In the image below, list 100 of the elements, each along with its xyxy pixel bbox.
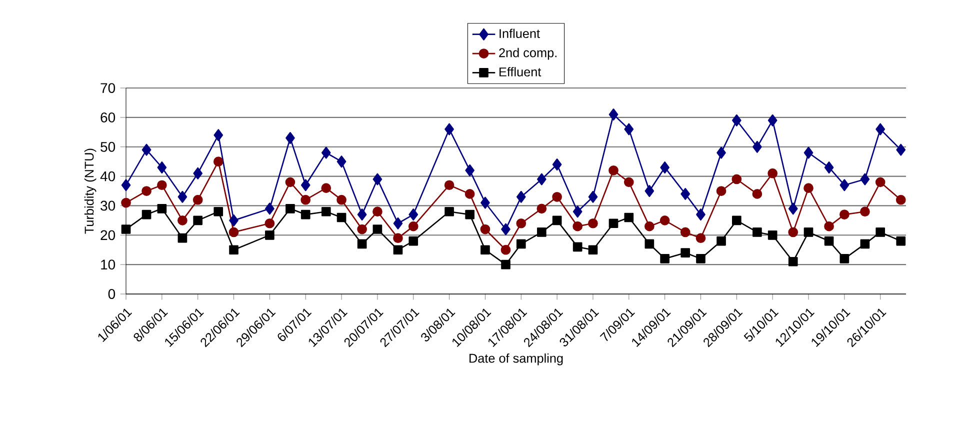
point [321,146,331,159]
point [193,216,203,226]
point [408,208,418,221]
y-axis-title: Turbidity (NTU) [84,148,96,234]
point [393,233,403,244]
point [372,173,382,186]
point [229,214,238,226]
point [696,208,706,221]
point [552,216,562,226]
point [178,215,188,226]
point [716,186,726,196]
point [300,210,310,220]
point [876,123,886,136]
point [680,188,690,200]
point [608,218,618,228]
point [192,194,203,205]
point [588,218,598,228]
y-tick-label: 10 [101,260,116,270]
point [142,144,152,156]
point [804,183,814,193]
point [357,239,367,249]
point [840,254,850,264]
point [752,140,762,153]
point [213,156,224,167]
point [824,221,834,232]
point [444,206,454,216]
point [336,212,346,222]
point [696,254,706,264]
point [876,228,886,237]
point [393,245,403,255]
point [480,224,490,234]
point [732,174,742,184]
point [393,217,403,230]
point [824,236,834,246]
legend-label: Influent [500,28,540,38]
point [896,194,906,205]
point [142,210,152,220]
point [372,206,382,217]
point [608,165,618,176]
legend-label: 2nd comp. [499,48,556,60]
x-axis-title: Date of sampling [470,353,563,366]
point [608,108,618,120]
point [286,204,295,214]
point [464,189,475,199]
point [875,177,886,188]
point [465,210,474,220]
point [824,161,834,174]
point [264,218,275,228]
point [516,190,526,203]
point [193,167,203,180]
point [444,123,454,136]
point [860,206,870,217]
point [536,173,546,186]
point [408,221,418,232]
point [644,239,654,249]
point [536,204,547,214]
point [680,227,690,238]
point [552,192,562,202]
point [465,164,474,176]
point [286,132,295,144]
point [752,189,762,199]
point [321,206,331,216]
point [357,208,367,221]
point [644,221,654,232]
point [896,236,906,246]
point [501,260,510,270]
point [300,194,311,205]
point [572,221,583,232]
point [121,179,131,192]
point [896,144,906,156]
point [228,227,239,238]
legend-label: Effluent [500,67,542,76]
point [624,123,634,136]
point [357,224,367,234]
point [804,146,814,159]
point [336,194,346,205]
point [752,228,762,237]
point [121,224,131,234]
point [229,245,238,255]
point [516,218,526,228]
y-tick-label: 60 [100,112,116,122]
point [480,196,490,209]
point [336,156,346,168]
point [157,204,167,214]
y-tick-label: 50 [100,142,116,152]
point [516,239,526,249]
point [624,177,634,188]
point [265,230,274,240]
point [214,129,224,142]
point [660,215,670,226]
point [480,245,490,255]
point [660,254,670,264]
point [588,245,598,255]
point [321,183,332,193]
point [156,180,167,190]
point [300,179,310,192]
point [157,161,167,174]
point [178,190,188,203]
point [572,242,582,252]
point [860,239,870,249]
